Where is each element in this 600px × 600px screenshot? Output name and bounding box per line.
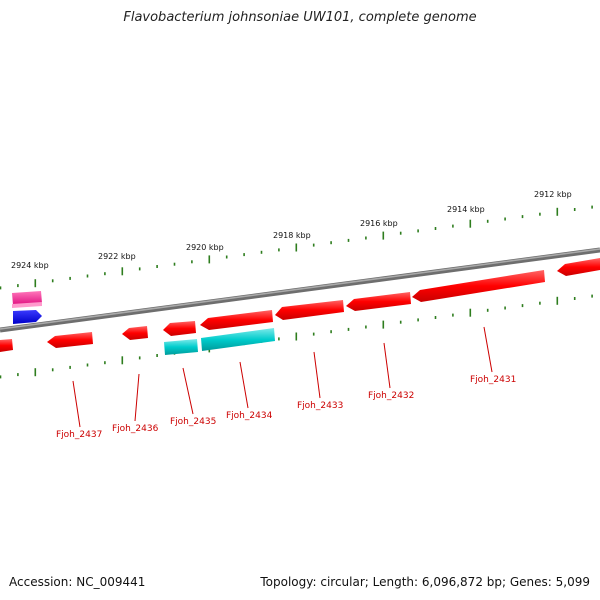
scale-label-2924: 2924 kbp	[11, 261, 49, 270]
cds-feature[interactable]	[412, 270, 545, 302]
scale-label-2920: 2920 kbp	[186, 243, 224, 252]
cds-feature[interactable]	[122, 326, 148, 340]
cds-upper-strand	[200, 258, 600, 330]
pink-feature[interactable]	[12, 291, 42, 308]
gene-label-fjoh-2433[interactable]: Fjoh_2433	[297, 401, 343, 411]
gene-label-fjoh-2435[interactable]: Fjoh_2435	[170, 417, 216, 427]
gene-label-fjoh-2437[interactable]: Fjoh_2437	[56, 430, 102, 440]
cds-feature[interactable]	[47, 332, 93, 348]
cyan-feature[interactable]	[164, 339, 198, 355]
gene-label-fjoh-2431[interactable]: Fjoh_2431	[470, 375, 516, 385]
scale-label-2918: 2918 kbp	[273, 231, 311, 240]
cds-feature[interactable]	[557, 258, 600, 276]
genome-backbone	[0, 247, 600, 333]
scale-label-2912: 2912 kbp	[534, 190, 572, 199]
cds-feature[interactable]	[275, 300, 344, 320]
cyan-feature[interactable]	[201, 328, 275, 351]
accession-text: Accession: NC_009441	[9, 575, 146, 589]
cds-feature[interactable]	[200, 310, 273, 330]
scale-label-2922: 2922 kbp	[98, 252, 136, 261]
gene-label-fjoh-2436[interactable]: Fjoh_2436	[112, 424, 159, 434]
genome-title: Flavobacterium johnsoniae UW101, complet…	[123, 10, 477, 25]
cds-feature[interactable]	[0, 339, 13, 352]
scale-label-2914: 2914 kbp	[447, 205, 485, 214]
genome-backbone-highlight	[0, 248, 600, 330]
lower-scale-ticks	[0, 294, 593, 379]
gene-label-leaders	[72, 326, 493, 428]
cds-feature[interactable]	[346, 292, 411, 311]
genome-summary-text: Topology: circular; Length: 6,096,872 bp…	[260, 575, 590, 589]
gene-label-fjoh-2434[interactable]: Fjoh_2434	[226, 411, 273, 421]
upper-scale-ticks	[0, 205, 593, 290]
cds-lower-strand	[0, 321, 196, 352]
gene-label-fjoh-2432[interactable]: Fjoh_2432	[368, 391, 414, 401]
scale-label-2916: 2916 kbp	[360, 219, 398, 228]
cds-feature[interactable]	[163, 321, 196, 336]
blue-feature[interactable]	[13, 310, 42, 324]
